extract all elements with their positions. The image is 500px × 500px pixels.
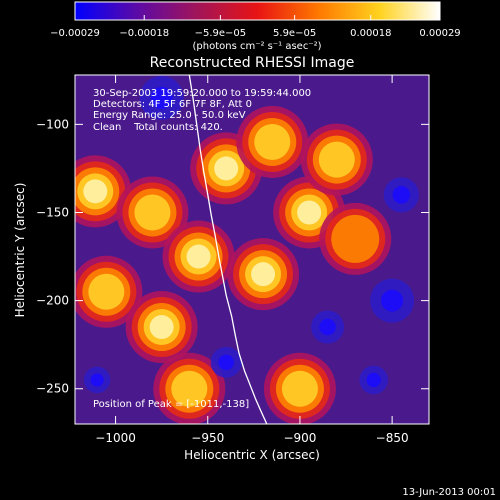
heatmap-blob — [319, 318, 336, 336]
colorbar-tick-label: 0.00029 — [419, 28, 460, 39]
heatmap-blob — [186, 244, 211, 269]
header-line-detectors: Detectors: 4F 5F 6F 7F 8F, Att 0 — [93, 99, 252, 110]
x-tick-label: −900 — [283, 431, 316, 445]
colorbar-tick-label: 5.9e−05 — [273, 28, 316, 39]
heatmap-blob — [392, 186, 411, 204]
y-tick-label: −100 — [36, 117, 69, 131]
heatmap-blob — [381, 289, 404, 312]
x-tick-label: −950 — [191, 431, 224, 445]
header-line-energy: Energy Range: 25.0 - 50.0 keV — [93, 110, 246, 121]
y-tick-label: −250 — [36, 382, 69, 396]
heatmap-blob — [366, 372, 381, 388]
colorbar-tick-label: 0.00018 — [350, 28, 391, 39]
y-axis-label: Heliocentric Y (arcsec) — [13, 183, 27, 318]
x-tick-label: −1000 — [95, 431, 136, 445]
heatmap-blob — [318, 141, 355, 178]
y-tick-label: −150 — [36, 205, 69, 219]
heatmap-blob — [214, 156, 239, 181]
heatmap-blob — [251, 262, 276, 287]
header-line-counts: Clean Total counts: 420. — [93, 122, 223, 133]
footer-date: 13-Jun-2013 00:01 — [402, 487, 496, 498]
plot-frame — [74, 74, 430, 425]
heatmap-blob — [90, 373, 104, 387]
heatmap-blob — [88, 273, 125, 310]
heatmap-blob — [331, 214, 380, 263]
heatmap-blob — [83, 179, 108, 204]
x-axis-label: Heliocentric X (arcsec) — [184, 448, 320, 462]
colorbar-tick-label: −5.9e−05 — [195, 28, 247, 39]
heatmap-blob — [281, 370, 318, 407]
axes-ticks: −1000 −950 −900 −850 −100 −150 −200 −250 — [36, 75, 429, 445]
chart-title: Reconstructed RHESSI Image — [150, 55, 355, 71]
colorbar-tick-label: −0.00018 — [119, 28, 169, 39]
heatmap-blob — [297, 200, 322, 225]
heatmap-blob — [149, 315, 174, 340]
heatmap-blob — [150, 86, 173, 109]
heatmap-blob — [218, 354, 234, 371]
colorbar-ticks: −0.00029 −0.00018 −5.9e−05 5.9e−05 0.00018 0.… — [50, 15, 461, 39]
colorbar-tick-label: −0.00029 — [50, 28, 100, 39]
header-line-time: 30-Sep-2003 19:59:20.000 to 19:59:44.000 — [93, 88, 311, 99]
x-tick-label: −850 — [376, 431, 409, 445]
peak-position-label: Position of Peak = [-1011,-138] — [93, 399, 249, 410]
heatmap-image — [75, 75, 419, 424]
colorbar-units-label: (photons cm⁻² s⁻¹ asec⁻²) — [192, 41, 321, 52]
colorbar — [74, 1, 441, 21]
y-tick-label: −200 — [36, 294, 69, 308]
heatmap-blob — [171, 370, 208, 407]
heatmap-blob — [134, 194, 171, 231]
solar-limb-curve — [188, 75, 268, 424]
heatmap-blob — [254, 123, 291, 160]
